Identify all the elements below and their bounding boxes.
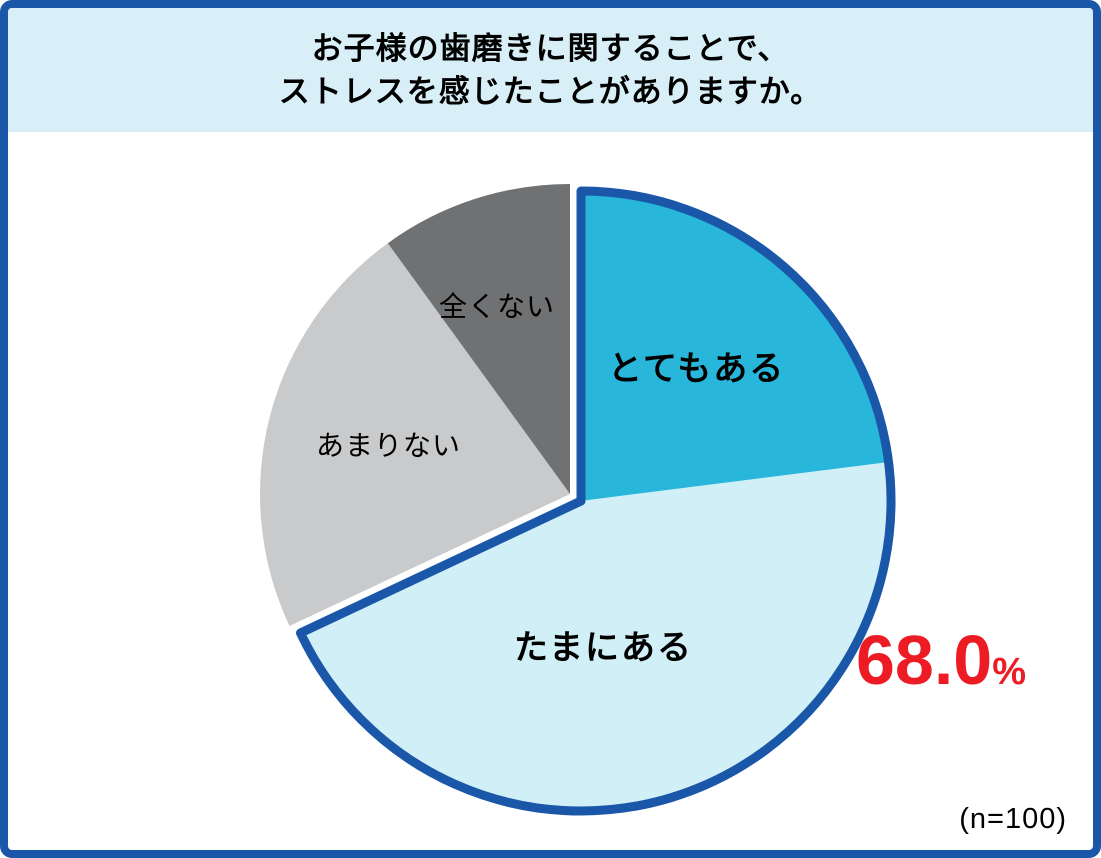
pie-label-tamaniaru: たまにある	[514, 629, 693, 667]
chart-title-band: お子様の歯磨きに関することで、 ストレスを感じたことがありますか。	[8, 8, 1093, 132]
highlighted-group	[296, 186, 896, 816]
pie-segment-とてもある	[581, 191, 889, 501]
pie-segment-あまりない	[259, 243, 570, 626]
sample-size-note: (n=100)	[959, 803, 1067, 835]
pie-label-totemoaru: とてもある	[608, 350, 786, 388]
highlight-percentage-unit: %	[992, 651, 1027, 693]
pie-label-mattakunai: 全くない	[439, 291, 556, 322]
highlight-outline	[296, 186, 896, 816]
highlight-percentage: 68.0%	[856, 620, 1026, 700]
pie-segment-全くない	[387, 184, 570, 494]
chart-title-line-2: ストレスを感じたことがありますか。	[278, 74, 823, 109]
pie-chart	[259, 184, 896, 816]
highlight-percentage-value: 68.0	[856, 621, 993, 699]
pie-label-amarinai: あまりない	[316, 430, 462, 461]
chart-title-line-1: お子様の歯磨きに関することで、	[311, 31, 790, 66]
pie-segment-たまにある	[300, 462, 892, 812]
